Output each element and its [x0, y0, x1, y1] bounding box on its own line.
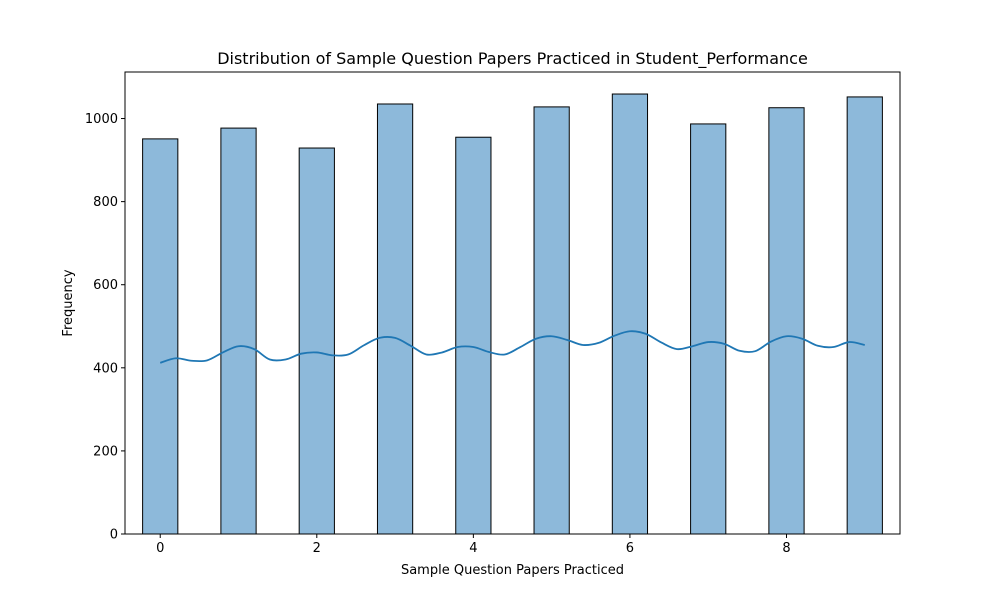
histogram-bar-2 [298, 147, 335, 535]
y-axis-title: Frequency [61, 269, 76, 336]
histogram-bar-5 [533, 106, 570, 535]
plot-frame [124, 71, 901, 535]
y-tick-label-400: 400 [93, 361, 118, 376]
bars-layer [142, 93, 883, 535]
x-tick-label-4: 4 [469, 541, 477, 556]
x-tick-label-0: 0 [156, 541, 164, 556]
x-tick-label-8: 8 [782, 541, 790, 556]
histogram-bar-6 [611, 93, 649, 535]
y-tick-label-600: 600 [93, 278, 118, 293]
y-tick-label-1000: 1000 [85, 112, 118, 127]
y-tick-label-800: 800 [93, 195, 118, 210]
kde-layer [159, 330, 865, 364]
histogram-bar-3 [376, 103, 414, 535]
histogram-bar-7 [690, 123, 727, 535]
x-axis-ticks: 0 2 4 6 8 [156, 534, 791, 556]
x-tick-label-2: 2 [313, 541, 321, 556]
histogram-bar-9 [846, 96, 883, 535]
y-axis-ticks: 0 200 400 600 800 1000 [85, 112, 125, 543]
chart-title: Distribution of Sample Question Papers P… [217, 49, 808, 69]
x-tick-label-6: 6 [626, 541, 634, 556]
histogram-bar-1 [220, 127, 257, 535]
histogram-bar-8 [768, 107, 805, 535]
histogram-bar-0 [142, 138, 179, 535]
kde-density-line [159, 330, 865, 364]
histogram-bar-4 [455, 136, 492, 535]
y-tick-label-200: 200 [93, 444, 118, 459]
y-tick-label-0: 0 [110, 528, 118, 543]
x-axis-title: Sample Question Papers Practiced [401, 563, 624, 578]
